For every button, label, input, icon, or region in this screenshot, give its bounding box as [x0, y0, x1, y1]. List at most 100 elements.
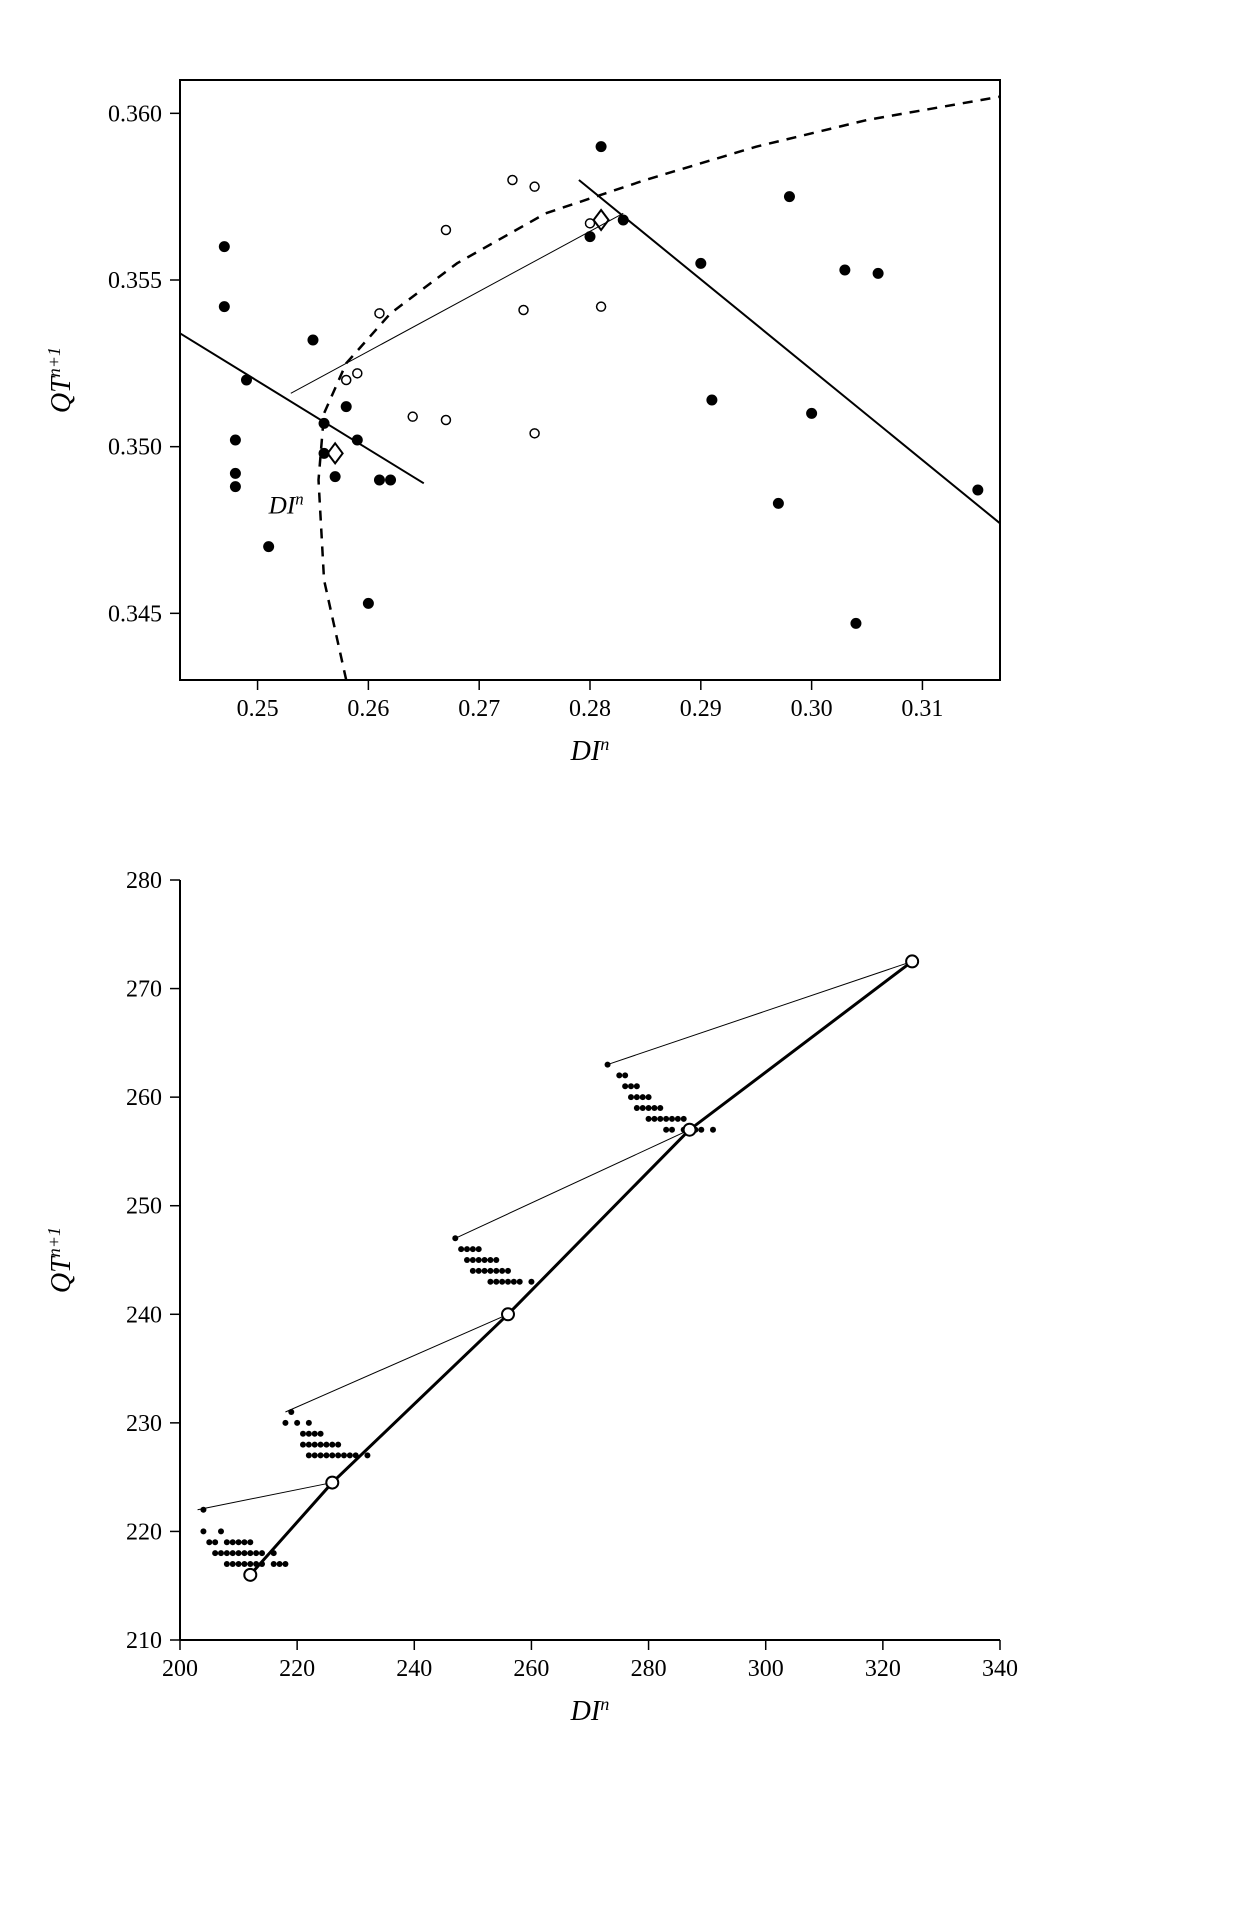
- data-point: [277, 1561, 283, 1567]
- x-tick-label: 340: [982, 1656, 1018, 1682]
- data-point: [657, 1105, 663, 1111]
- data-point: [493, 1268, 499, 1274]
- cluster-connector-line: [285, 1314, 508, 1412]
- data-point: [646, 1094, 652, 1100]
- data-point: [464, 1257, 470, 1263]
- data-point: [364, 1452, 370, 1458]
- data-point: [271, 1550, 277, 1556]
- data-point: [323, 1442, 329, 1448]
- main-trend-line: [250, 961, 912, 1574]
- x-tick-label: 0.29: [680, 696, 722, 722]
- data-point: [698, 1127, 704, 1133]
- x-axis-label: DIn: [570, 734, 610, 767]
- data-point: [259, 1561, 265, 1567]
- data-point: [224, 1539, 230, 1545]
- data-point-filled: [330, 471, 341, 482]
- data-point-filled: [230, 481, 241, 492]
- data-point: [634, 1083, 640, 1089]
- data-point: [710, 1127, 716, 1133]
- data-point: [640, 1094, 646, 1100]
- regression-line-1: [180, 333, 424, 483]
- data-point: [487, 1279, 493, 1285]
- data-point: [458, 1246, 464, 1252]
- data-point-filled: [706, 395, 717, 406]
- x-tick-label: 240: [396, 1656, 432, 1682]
- data-point: [224, 1561, 230, 1567]
- data-point: [259, 1550, 265, 1556]
- data-point-filled: [972, 485, 983, 496]
- data-point: [318, 1452, 324, 1458]
- data-point-filled: [784, 191, 795, 202]
- data-point: [335, 1452, 341, 1458]
- data-point-filled: [219, 241, 230, 252]
- data-point: [329, 1452, 335, 1458]
- y-tick-label: 220: [126, 1519, 162, 1545]
- node-marker: [906, 955, 918, 967]
- scatter-chart-2: 2002202402602803003203402102202302402502…: [40, 840, 1040, 1740]
- x-tick-label: 200: [162, 1656, 198, 1682]
- data-point: [476, 1268, 482, 1274]
- data-point: [499, 1268, 505, 1274]
- data-point: [651, 1116, 657, 1122]
- data-point-filled: [773, 498, 784, 509]
- data-point-filled: [385, 475, 396, 486]
- data-point-open: [530, 182, 539, 191]
- data-point: [241, 1539, 247, 1545]
- data-point: [271, 1561, 277, 1567]
- data-point: [212, 1539, 218, 1545]
- x-tick-label: 0.25: [237, 696, 279, 722]
- data-point: [628, 1094, 634, 1100]
- data-point: [651, 1105, 657, 1111]
- y-tick-label: 230: [126, 1411, 162, 1437]
- data-point-filled: [585, 231, 596, 242]
- x-tick-label: 320: [865, 1656, 901, 1682]
- data-point: [200, 1528, 206, 1534]
- data-point: [353, 1452, 359, 1458]
- data-point-open: [519, 306, 528, 315]
- data-point: [528, 1279, 534, 1285]
- data-point: [505, 1268, 511, 1274]
- data-point-open: [375, 309, 384, 318]
- data-point: [493, 1257, 499, 1263]
- regression-line-2: [579, 180, 1000, 523]
- data-point: [464, 1246, 470, 1252]
- data-point: [300, 1442, 306, 1448]
- data-point-open: [353, 369, 362, 378]
- data-point: [505, 1279, 511, 1285]
- data-point: [628, 1083, 634, 1089]
- data-point: [335, 1442, 341, 1448]
- data-point-filled: [850, 618, 861, 629]
- data-point: [247, 1539, 253, 1545]
- data-point: [230, 1561, 236, 1567]
- data-point-filled: [263, 541, 274, 552]
- data-point: [312, 1442, 318, 1448]
- data-point: [312, 1431, 318, 1437]
- inline-label: DIn: [268, 489, 304, 520]
- data-point: [476, 1257, 482, 1263]
- node-marker: [684, 1124, 696, 1136]
- dashed-curve: [319, 97, 1000, 680]
- data-point: [306, 1420, 312, 1426]
- data-point: [634, 1094, 640, 1100]
- y-tick-label: 250: [126, 1194, 162, 1220]
- data-point: [200, 1507, 206, 1513]
- data-point-filled: [219, 301, 230, 312]
- y-tick-label: 0.350: [108, 435, 162, 461]
- data-point: [487, 1257, 493, 1263]
- data-point: [236, 1550, 242, 1556]
- data-point: [224, 1550, 230, 1556]
- data-point: [616, 1072, 622, 1078]
- y-tick-label: 240: [126, 1302, 162, 1328]
- data-point: [640, 1105, 646, 1111]
- data-point: [657, 1116, 663, 1122]
- data-point: [306, 1452, 312, 1458]
- data-point: [675, 1116, 681, 1122]
- y-tick-label: 0.355: [108, 268, 162, 294]
- x-tick-label: 0.28: [569, 696, 611, 722]
- data-point: [646, 1105, 652, 1111]
- data-point: [300, 1431, 306, 1437]
- x-tick-label: 0.26: [347, 696, 389, 722]
- plot-border: [180, 80, 1000, 680]
- data-point: [282, 1561, 288, 1567]
- data-point-open: [597, 302, 606, 311]
